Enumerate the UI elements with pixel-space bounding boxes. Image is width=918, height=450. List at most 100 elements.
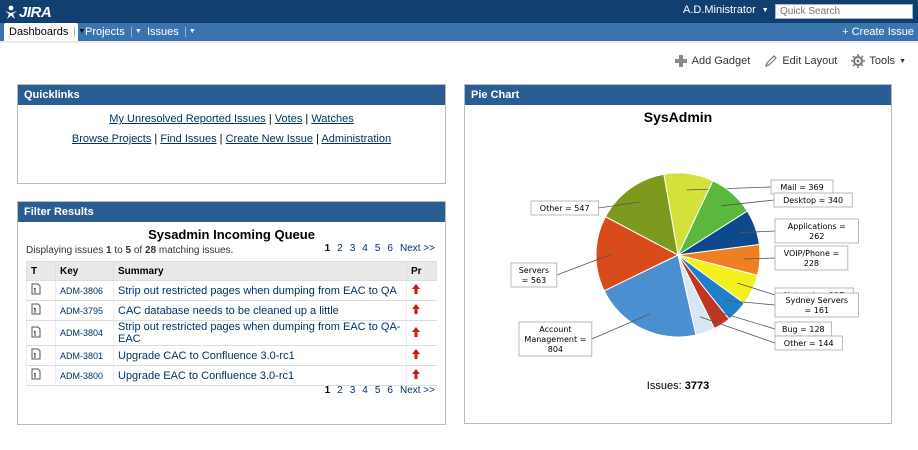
quicklinks-row: Browse Projects | Find Issues | Create N…: [71, 133, 392, 145]
add-gadget-icon: [674, 55, 687, 67]
create-issue-label: Create Issue: [851, 26, 914, 38]
slice-label-box: [774, 292, 859, 318]
page-link[interactable]: 5: [374, 385, 381, 396]
page-link[interactable]: 4: [362, 385, 368, 396]
slice-label: 262: [809, 232, 824, 241]
quicklinks-gadget: Quicklinks My Unresolved Reported Issues…: [17, 84, 446, 184]
link-votes[interactable]: Votes: [274, 113, 303, 125]
tab-dashboards[interactable]: Dashboards ▼: [4, 23, 85, 41]
chevron-down-icon[interactable]: ▼: [188, 28, 196, 36]
slice-label-box: [773, 192, 853, 208]
task-icon: [31, 283, 41, 295]
nav-divider: [0, 41, 918, 43]
chevron-down-icon[interactable]: ▼: [134, 28, 142, 36]
slice-label: VOIP/Phone =: [784, 249, 840, 258]
page-link[interactable]: 1: [324, 385, 331, 396]
issue-summary-link[interactable]: Strip out restricted pages when dumping …: [113, 320, 407, 346]
issue-key-link[interactable]: ADM-3806: [55, 280, 114, 301]
next-page-link[interactable]: Next >>: [399, 243, 435, 254]
slice-leader-line: [686, 186, 772, 191]
next-page-link[interactable]: Next >>: [399, 385, 435, 396]
slice-label-box: [774, 245, 849, 271]
column-type[interactable]: T: [26, 261, 56, 281]
issue-key-link[interactable]: ADM-3795: [55, 300, 114, 321]
slice-leader-line: [725, 300, 776, 306]
filter-title: Sysadmin Incoming Queue: [148, 227, 315, 242]
issue-key-link[interactable]: ADM-3804: [55, 320, 114, 346]
column-summary[interactable]: Summary: [113, 261, 407, 281]
top-header: JIRA A.D.Ministrator ▼: [0, 0, 918, 23]
slice-leader-line: [713, 309, 776, 330]
slice-label: Applications =: [788, 222, 846, 231]
priority-major-icon: [412, 349, 420, 359]
tab-projects[interactable]: Projects ▼: [80, 23, 147, 41]
issue-type-cell: [26, 345, 56, 366]
table-row[interactable]: ADM-3801 Upgrade CAC to Confluence 3.0-rc…: [26, 345, 437, 366]
issue-summary-link[interactable]: Upgrade CAC to Confluence 3.0-rc1: [113, 345, 407, 366]
page-link[interactable]: 5: [374, 243, 381, 254]
issue-table: T Key Summary Pr ADM-3806 Strip out restr…: [26, 261, 437, 386]
slice-label: Sydney Servers: [786, 296, 849, 305]
issue-summary-link[interactable]: Strip out restricted pages when dumping …: [113, 280, 407, 301]
link-my-unresolved-issues[interactable]: My Unresolved Reported Issues: [109, 113, 266, 125]
page-link[interactable]: 2: [337, 243, 343, 254]
page-link[interactable]: 3: [349, 385, 356, 396]
slice-label: 228: [804, 259, 819, 268]
page-link[interactable]: 2: [337, 385, 343, 396]
column-key[interactable]: Key: [55, 261, 114, 281]
dashboard-toolbar: Add Gadget Edit Layout Tools ▼: [674, 54, 906, 68]
user-menu[interactable]: A.D.Ministrator ▼: [683, 4, 769, 16]
chevron-down-icon[interactable]: ▼: [78, 28, 86, 36]
issue-type-cell: [26, 300, 56, 321]
tab-projects-label: Projects: [85, 26, 125, 38]
create-issue-button[interactable]: + Create Issue: [842, 23, 914, 41]
page-link[interactable]: 4: [362, 243, 368, 254]
tools-menu[interactable]: Tools ▼: [851, 54, 906, 68]
issue-key-link[interactable]: ADM-3800: [55, 365, 114, 386]
table-row[interactable]: ADM-3804 Strip out restricted pages when …: [26, 320, 437, 346]
tools-label: Tools: [869, 55, 896, 67]
table-row[interactable]: ADM-3806 Strip out restricted pages when …: [26, 280, 437, 301]
priority-major-icon: [412, 304, 420, 314]
slice-label-box: [774, 335, 843, 351]
pie-slice[interactable]: [604, 173, 679, 256]
page-link[interactable]: 1: [324, 243, 331, 254]
priority-cell: [406, 345, 437, 366]
pie-chart-header[interactable]: Pie Chart: [465, 85, 891, 105]
page-link[interactable]: 6: [387, 243, 393, 254]
issue-summary-link[interactable]: CAC database needs to be cleaned up a li…: [113, 300, 407, 321]
tab-issues-label: Issues: [147, 26, 179, 38]
column-priority[interactable]: Pr: [406, 261, 437, 281]
issue-type-cell: [26, 320, 56, 346]
pie-slice[interactable]: [603, 254, 697, 338]
filter-results-header[interactable]: Filter Results: [18, 202, 445, 222]
priority-cell: [406, 280, 437, 301]
jira-logo-icon: [5, 5, 17, 19]
tab-issues[interactable]: Issues ▼: [142, 23, 201, 41]
add-gadget-label: Add Gadget: [691, 55, 751, 67]
issue-summary-link[interactable]: Upgrade EAC to Confluence 3.0-rc1: [113, 365, 407, 386]
link-administration[interactable]: Administration: [321, 133, 392, 145]
jira-logo[interactable]: JIRA: [4, 3, 52, 21]
slice-label-box: [774, 218, 859, 244]
slice-leader-line: [699, 316, 776, 344]
issue-key-link[interactable]: ADM-3801: [55, 345, 114, 366]
task-icon: [31, 303, 41, 315]
quick-search-input[interactable]: [775, 4, 913, 19]
link-watches[interactable]: Watches: [311, 113, 354, 125]
link-browse-projects[interactable]: Browse Projects: [71, 133, 152, 145]
slice-label-box: [530, 200, 599, 216]
table-row[interactable]: ADM-3800 Upgrade EAC to Confluence 3.0-rc…: [26, 365, 437, 386]
page-link[interactable]: 3: [349, 243, 356, 254]
edit-layout-button[interactable]: Edit Layout: [764, 54, 837, 68]
link-create-new-issue[interactable]: Create New Issue: [225, 133, 314, 145]
quicklinks-header[interactable]: Quicklinks: [18, 85, 445, 105]
table-row[interactable]: ADM-3795 CAC database needs to be cleaned…: [26, 300, 437, 321]
table-header-row: T Key Summary Pr: [26, 261, 437, 281]
link-find-issues[interactable]: Find Issues: [160, 133, 217, 145]
task-icon: [31, 348, 41, 360]
page-link[interactable]: 6: [387, 385, 393, 396]
add-gadget-button[interactable]: Add Gadget: [674, 54, 751, 68]
nav-bar: Dashboards ▼ Projects ▼ Issues ▼ + Creat…: [0, 23, 918, 41]
pie-slice[interactable]: [595, 216, 680, 292]
